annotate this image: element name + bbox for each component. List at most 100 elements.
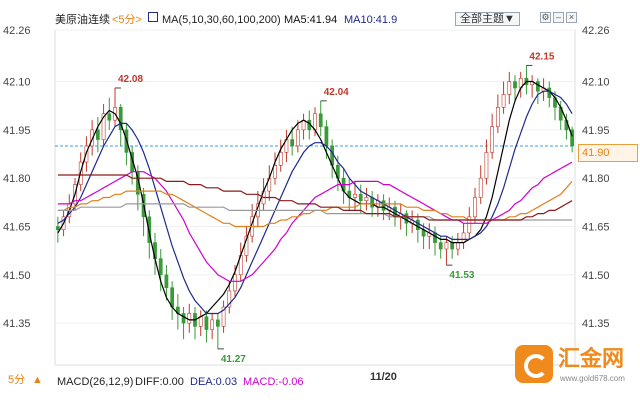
y-tick-right: 41.80 bbox=[582, 173, 610, 185]
annotation-label: 41.53 bbox=[449, 270, 474, 281]
candle-body bbox=[381, 200, 386, 211]
y-axis-labels: 42.26 42.26 42.10 42.10 41.95 41.95 41.80 41.80… bbox=[3, 25, 610, 330]
ma10-line bbox=[57, 90, 573, 315]
candle-body bbox=[118, 107, 123, 131]
candle-body bbox=[273, 164, 277, 179]
ma100-line bbox=[57, 203, 573, 221]
candle-body bbox=[364, 197, 369, 202]
candle-body bbox=[507, 81, 512, 95]
close-icon[interactable]: × bbox=[566, 12, 577, 23]
minimize-icon[interactable]: – bbox=[553, 12, 564, 23]
candle-body bbox=[221, 306, 226, 327]
brand-url: www.gold678.com bbox=[560, 374, 625, 383]
candle-body bbox=[55, 226, 60, 231]
candle-body bbox=[290, 139, 295, 147]
candle-body bbox=[513, 81, 517, 89]
y-tick-left: 41.50 bbox=[3, 270, 31, 282]
candle-body bbox=[353, 193, 357, 198]
candle-body bbox=[433, 232, 437, 243]
candle-body bbox=[467, 216, 472, 234]
brand-logo-icon bbox=[515, 345, 553, 383]
candle-body bbox=[455, 242, 460, 250]
dea-value: DEA:0.03 bbox=[190, 376, 238, 388]
current-price-tag: 41.90 bbox=[578, 144, 638, 162]
date-label: 11/20 bbox=[370, 371, 397, 383]
candle-body bbox=[484, 152, 489, 179]
y-tick-right: 41.35 bbox=[582, 318, 610, 330]
candle-body bbox=[495, 107, 500, 127]
candle-body bbox=[324, 126, 329, 147]
brand-name: 汇金网 bbox=[558, 346, 625, 371]
y-tick-right: 41.65 bbox=[582, 221, 610, 233]
candle-body bbox=[215, 319, 220, 327]
ma-params: MA(5,10,30,60,100,200) bbox=[162, 14, 281, 26]
y-tick-right: 42.10 bbox=[582, 77, 610, 89]
candle-body bbox=[158, 258, 163, 276]
candle-body bbox=[95, 129, 100, 140]
candle-body bbox=[233, 274, 237, 292]
candle-body bbox=[438, 242, 443, 250]
candle-body bbox=[490, 126, 495, 153]
candle-body bbox=[501, 94, 506, 108]
candle-body bbox=[301, 119, 306, 131]
candle-body bbox=[147, 216, 152, 243]
candle-body bbox=[404, 213, 409, 224]
candle-body bbox=[461, 232, 466, 243]
candle-body bbox=[318, 113, 323, 127]
candle-body bbox=[358, 193, 363, 202]
candle-body bbox=[450, 242, 455, 250]
period-label[interactable]: <5分> bbox=[112, 14, 142, 26]
y-tick-right: 41.50 bbox=[582, 270, 610, 282]
ma-toggle-icon[interactable] bbox=[148, 12, 158, 22]
y-tick-left: 42.10 bbox=[3, 77, 31, 89]
ma5-value: MA5:41.94 bbox=[284, 14, 338, 26]
y-tick-right: 41.95 bbox=[582, 125, 610, 137]
ma200-line bbox=[57, 174, 573, 221]
candle-body bbox=[313, 113, 317, 131]
candle-body bbox=[187, 313, 192, 324]
candle-body bbox=[415, 219, 420, 231]
candle-body bbox=[107, 113, 112, 121]
candle-body bbox=[227, 290, 232, 308]
macd-value: MACD:-0.06 bbox=[243, 376, 304, 388]
settings-icon[interactable]: ⚙ bbox=[540, 12, 551, 23]
annotation-label: 42.08 bbox=[118, 74, 143, 85]
footer-period[interactable]: 5分 bbox=[8, 374, 26, 386]
annotation-label: 42.15 bbox=[529, 51, 554, 62]
candle-body bbox=[393, 206, 397, 218]
y-tick-right: 42.26 bbox=[582, 25, 610, 37]
ma10-value: MA10:41.9 bbox=[344, 14, 398, 26]
candle-body bbox=[210, 319, 215, 330]
annotation-label: 41.27 bbox=[221, 354, 246, 365]
annotation-label: 42.04 bbox=[324, 87, 349, 98]
candle-body bbox=[295, 129, 300, 147]
candle-body bbox=[570, 129, 575, 147]
macd-label: MACD(26,12,9) bbox=[57, 376, 134, 388]
period-dropdown-icon[interactable]: ▲ bbox=[32, 374, 43, 386]
chart-header: 美原油连续 <5分> MA(5,10,30,60,100,200) MA5:41… bbox=[0, 0, 640, 30]
symbol-title: 美原油连续 bbox=[55, 14, 110, 26]
chart-footer: 5分 ▲ 11/20 MACD(26,12,9) DIFF:0.00 DEA:0… bbox=[0, 370, 640, 400]
candle-body bbox=[278, 152, 283, 166]
candle-body bbox=[478, 177, 483, 198]
y-tick-left: 41.65 bbox=[3, 221, 31, 233]
theme-menu[interactable]: 全部主题▼ bbox=[455, 12, 520, 26]
y-tick-left: 41.95 bbox=[3, 125, 31, 137]
ma-lines bbox=[57, 80, 573, 321]
annotations: 42.08 41.27 42.04 41.53 42.15 bbox=[115, 51, 555, 365]
candle-body bbox=[444, 242, 449, 250]
candle-body bbox=[181, 313, 186, 324]
candle-body bbox=[473, 197, 477, 218]
candle-body bbox=[370, 197, 375, 208]
candle-body bbox=[101, 113, 106, 140]
candle-body bbox=[164, 274, 169, 288]
candle-body bbox=[535, 81, 540, 92]
y-tick-left: 41.80 bbox=[3, 173, 31, 185]
candle-body bbox=[204, 316, 209, 330]
candle-body bbox=[244, 235, 249, 256]
candle-body bbox=[90, 129, 95, 147]
candle-body bbox=[198, 316, 203, 327]
y-tick-left: 42.26 bbox=[3, 25, 31, 37]
y-tick-left: 41.35 bbox=[3, 318, 31, 330]
